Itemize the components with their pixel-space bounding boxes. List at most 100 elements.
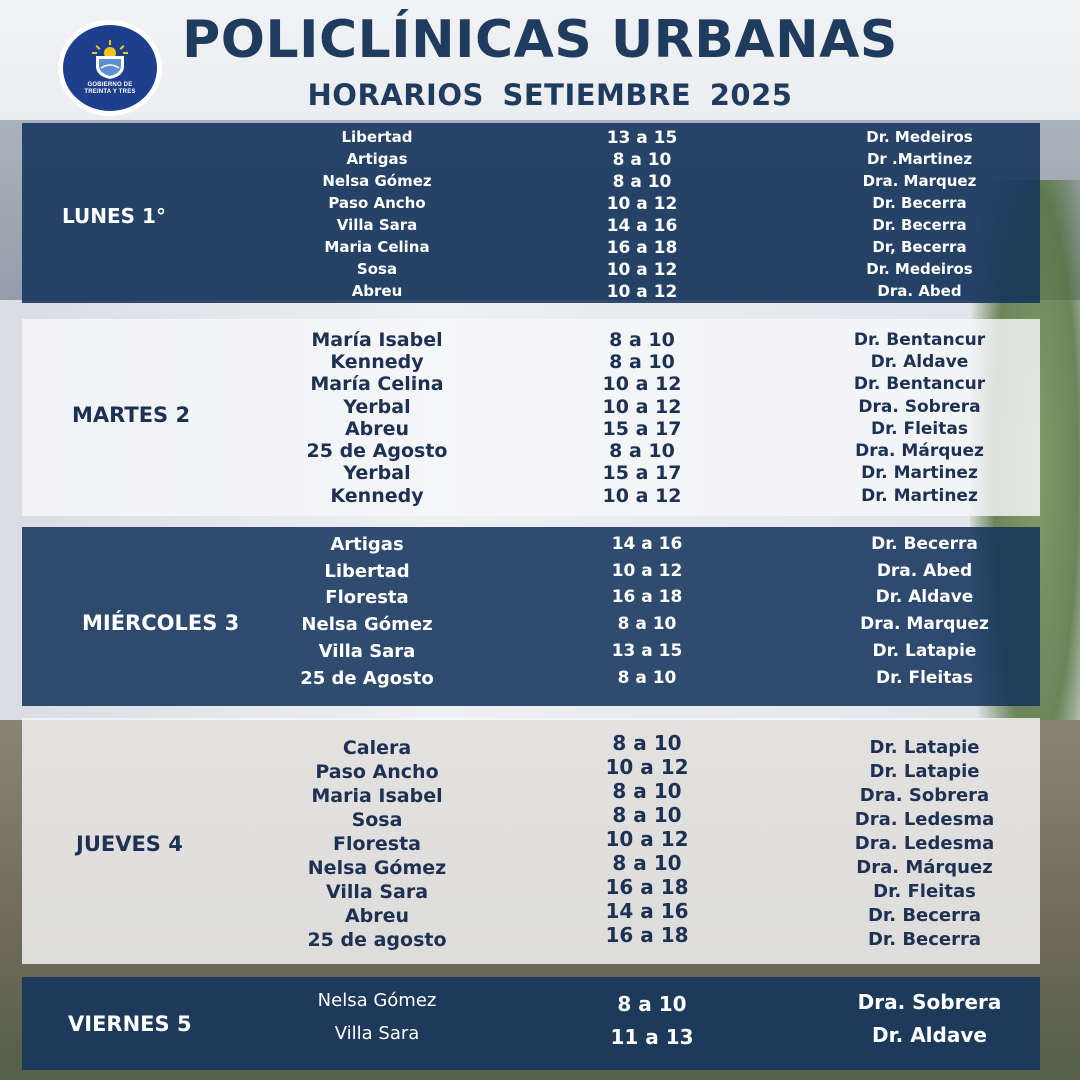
place-cell: Libertad: [324, 561, 410, 582]
hours-cell: 10 a 12: [602, 396, 682, 418]
table-row: Kennedy 8 a 10 Dr. Aldave: [22, 351, 1040, 373]
place-cell: Sosa: [351, 809, 403, 831]
table-row: Floresta 16 a 18 Dr. Aldave: [22, 587, 1040, 609]
table-row: Villa Sara 14 a 16 Dr. Becerra: [22, 216, 1040, 238]
doctor-cell: Dr. Fleitas: [876, 668, 973, 688]
hours-cell: 8 a 10: [612, 803, 682, 827]
table-row: 25 de Agosto 8 a 10 Dra. Márquez: [22, 440, 1040, 462]
place-cell: Yerbal: [343, 396, 411, 418]
day-block-thursday: JUEVES 4 Calera 8 a 10 Dr. Latapie Paso An…: [22, 718, 1040, 964]
table-row: Nelsa Gómez 8 a 10 Dra. Marquez: [22, 614, 1040, 636]
place-cell: Kennedy: [330, 485, 424, 507]
doctor-cell: Dr. Aldave: [870, 352, 969, 372]
hours-cell: 8 a 10: [609, 351, 675, 373]
hours-cell: 8 a 10: [612, 150, 672, 170]
table-row: María Celina 10 a 12 Dr. Bentancur: [22, 373, 1040, 395]
logo-caption: GOBIERNO DE TREINTA Y TRES: [84, 82, 135, 96]
place-cell: Yerbal: [343, 462, 411, 484]
hours-cell: 15 a 17: [602, 462, 682, 484]
page-subtitle: HORARIOS SETIEMBRE 2025: [307, 78, 793, 112]
logo-caption-line-2: TREINTA Y TRES: [84, 89, 136, 95]
table-row: Yerbal 15 a 17 Dr. Martinez: [22, 462, 1040, 484]
table-row: Villa Sara 13 a 15 Dr. Latapie: [22, 641, 1040, 663]
doctor-cell: Dra. Márquez: [856, 857, 993, 878]
place-cell: 25 de Agosto: [306, 440, 448, 462]
place-cell: Artigas: [346, 150, 408, 168]
place-cell: Maria Celina: [324, 238, 430, 256]
table-row: Libertad 13 a 15 Dr. Medeiros: [22, 128, 1040, 150]
place-cell: Villa Sara: [325, 881, 429, 903]
table-row: Paso Ancho 10 a 12 Dr. Latapie: [22, 755, 1040, 783]
doctor-cell: Dra. Ledesma: [854, 809, 995, 830]
hours-cell: 10 a 12: [605, 827, 689, 851]
doctor-cell: Dra. Ledesma: [854, 833, 995, 854]
place-cell: Floresta: [332, 833, 421, 855]
doctor-cell: Dra. Marquez: [862, 172, 977, 190]
day-block-monday: LUNES 1° Libertad 13 a 15 Dr. Medeiros Art…: [22, 123, 1040, 303]
hours-cell: 8 a 10: [612, 731, 682, 755]
hours-cell: 10 a 12: [606, 194, 678, 214]
place-cell: Calera: [342, 737, 412, 759]
place-cell: Villa Sara: [336, 216, 418, 234]
table-row: Maria Celina 16 a 18 Dr, Becerra: [22, 238, 1040, 260]
government-logo: GOBIERNO DE TREINTA Y TRES: [58, 20, 162, 116]
place-cell: María Isabel: [311, 329, 443, 351]
doctor-cell: Dra. Sobrera: [857, 990, 1002, 1014]
doctor-cell: Dr. Fleitas: [873, 881, 976, 902]
doctor-cell: Dra. Abed: [876, 561, 973, 581]
place-cell: Villa Sara: [334, 1023, 420, 1044]
doctor-cell: Dr. Bentancur: [853, 374, 986, 394]
table-row: Sosa 10 a 12 Dr. Medeiros: [22, 260, 1040, 282]
logo-emblem: GOBIERNO DE TREINTA Y TRES: [63, 25, 157, 111]
hours-cell: 16 a 18: [611, 587, 683, 607]
doctor-cell: Dr, Becerra: [872, 238, 967, 256]
table-row: Nelsa Gómez 8 a 10 Dra. Marquez: [22, 172, 1040, 194]
hours-cell: 15 a 17: [602, 418, 682, 440]
doctor-cell: Dr. Becerra: [867, 929, 982, 950]
table-row: 25 de Agosto 8 a 10 Dr. Fleitas: [22, 668, 1040, 690]
doctor-cell: Dr. Latapie: [869, 761, 980, 782]
place-cell: Nelsa Gómez: [301, 614, 433, 635]
place-cell: Abreu: [344, 418, 410, 440]
place-cell: 25 de Agosto: [300, 668, 434, 689]
hours-cell: 8 a 10: [612, 851, 682, 875]
place-cell: Libertad: [341, 128, 413, 146]
table-row: Nelsa Gómez 8 a 10 Dra. Sobrera: [22, 990, 1040, 1016]
hours-cell: 16 a 18: [605, 875, 689, 899]
table-row: Sosa 8 a 10 Dra. Ledesma: [22, 803, 1040, 831]
hours-cell: 10 a 12: [605, 755, 689, 779]
hours-cell: 11 a 13: [610, 1025, 694, 1049]
doctor-cell: Dr. Medeiros: [866, 128, 973, 146]
doctor-cell: Dra. Márquez: [855, 441, 984, 461]
sun-shield-icon: [92, 40, 128, 79]
place-cell: Floresta: [325, 587, 409, 608]
hours-cell: 8 a 10: [617, 614, 677, 634]
table-row: Nelsa Gómez 8 a 10 Dra. Márquez: [22, 851, 1040, 879]
day-block-friday: VIERNES 5 Nelsa Gómez 8 a 10 Dra. Sobrera …: [22, 977, 1040, 1070]
hours-cell: 8 a 10: [617, 668, 677, 688]
doctor-cell: Dr. Bentancur: [853, 330, 986, 350]
doctor-cell: Dr. Becerra: [872, 216, 967, 234]
table-row: Kennedy 10 a 12 Dr. Martinez: [22, 485, 1040, 507]
hours-cell: 10 a 12: [602, 373, 682, 395]
doctor-cell: Dra. Marquez: [860, 614, 989, 634]
table-row: Artigas 8 a 10 Dr .Martinez: [22, 150, 1040, 172]
day-label: JUEVES 4: [76, 832, 183, 856]
place-cell: Nelsa Gómez: [317, 990, 437, 1011]
hours-cell: 10 a 12: [611, 561, 683, 581]
day-label: MIÉRCOLES 3: [82, 611, 240, 635]
place-cell: Maria Isabel: [311, 785, 443, 807]
day-label: LUNES 1°: [62, 204, 166, 228]
page-title: POLICLÍNICAS URBANAS: [182, 10, 898, 70]
day-label: VIERNES 5: [68, 1012, 192, 1036]
table-row: Abreu 14 a 16 Dr. Becerra: [22, 899, 1040, 927]
doctor-cell: Dr. Latapie: [872, 641, 977, 661]
place-cell: Villa Sara: [318, 641, 416, 662]
table-row: María Isabel 8 a 10 Dr. Bentancur: [22, 329, 1040, 351]
place-cell: Paso Ancho: [328, 194, 426, 212]
doctor-cell: Dr. Latapie: [869, 737, 980, 758]
table-row: Artigas 14 a 16 Dr. Becerra: [22, 534, 1040, 556]
doctor-cell: Dr. Martinez: [861, 463, 978, 483]
table-row: Floresta 10 a 12 Dra. Ledesma: [22, 827, 1040, 855]
